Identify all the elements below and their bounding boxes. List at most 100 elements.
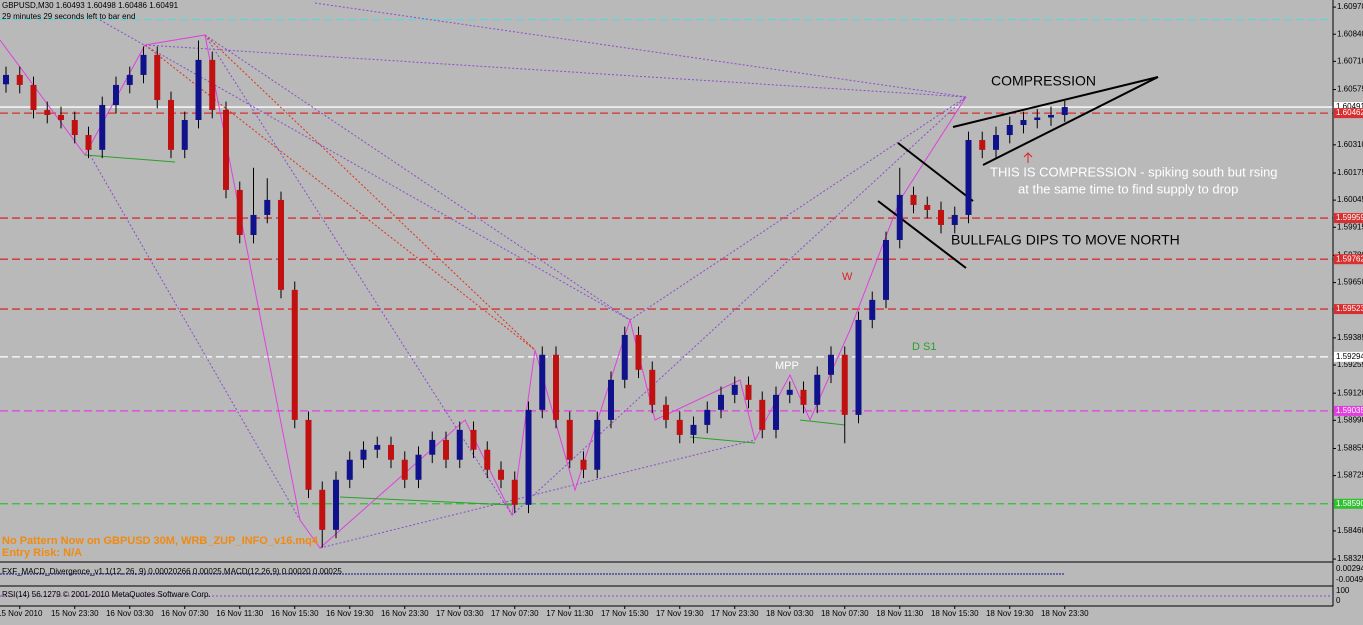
header: GBPUSD,M30 1.60493 1.60498 1.60486 1.604… bbox=[2, 1, 179, 10]
candle-body bbox=[360, 449, 367, 460]
candle-body bbox=[525, 409, 532, 505]
candle-body bbox=[566, 419, 573, 460]
candle-body bbox=[951, 214, 958, 225]
candle-body bbox=[85, 135, 92, 150]
candle-body bbox=[250, 214, 257, 235]
candle-body bbox=[649, 369, 656, 405]
x-tick-label: 18 Nov 19:30 bbox=[986, 609, 1034, 618]
x-tick-label: 18 Nov 11:30 bbox=[876, 609, 924, 618]
y-tick-label: 1.60575 bbox=[1337, 85, 1363, 94]
candle-body bbox=[553, 354, 559, 420]
rsi-tick: 100 bbox=[1336, 586, 1350, 595]
x-tick-label: 18 Nov 23:30 bbox=[1041, 609, 1089, 618]
candle-body bbox=[429, 439, 436, 455]
candle-body bbox=[635, 334, 642, 370]
y-tick-label: 1.59255 bbox=[1337, 360, 1363, 369]
level-label: 1.58590 bbox=[1336, 499, 1363, 508]
candle-body bbox=[126, 74, 133, 85]
candle-body bbox=[209, 59, 216, 110]
x-tick-label: 17 Nov 11:30 bbox=[546, 609, 594, 618]
level-label: 1.59294 bbox=[1336, 352, 1363, 361]
y-tick-label: 1.58990 bbox=[1337, 415, 1363, 424]
x-tick-label: 16 Nov 07:30 bbox=[161, 609, 209, 618]
candle-body bbox=[621, 334, 628, 380]
level-label: 1.60491 bbox=[1336, 102, 1363, 111]
y-tick-label: 1.60970 bbox=[1337, 2, 1363, 11]
candle-body bbox=[800, 389, 807, 405]
candle-body bbox=[773, 394, 779, 430]
macd-tick: 0.00294 bbox=[1336, 564, 1363, 573]
y-tick-label: 1.60175 bbox=[1337, 168, 1363, 177]
candle-body bbox=[938, 209, 944, 225]
candle-body bbox=[718, 394, 724, 410]
candle-body bbox=[415, 454, 422, 480]
x-tick-label: 16 Nov 03:30 bbox=[106, 609, 154, 618]
timer: 29 minutes 29 seconds left to bar end bbox=[2, 12, 135, 21]
candle-body bbox=[44, 109, 51, 115]
x-tick-label: 18 Nov 15:30 bbox=[931, 609, 979, 618]
candle-body bbox=[498, 469, 504, 480]
candle-body bbox=[291, 289, 298, 420]
candle-body bbox=[580, 459, 587, 470]
candle-body bbox=[305, 419, 312, 490]
candle-body bbox=[786, 389, 793, 395]
candle-body bbox=[608, 379, 614, 420]
candle-body bbox=[71, 119, 78, 136]
y-tick-label: 1.59120 bbox=[1337, 388, 1363, 397]
annotation: W bbox=[842, 271, 853, 283]
candle-body bbox=[374, 444, 381, 450]
candle-body bbox=[814, 374, 821, 405]
annotation: at the same time to find supply to drop bbox=[1018, 181, 1238, 196]
candle-body bbox=[993, 135, 999, 150]
candle-body bbox=[58, 114, 64, 120]
x-tick-label: 17 Nov 23:30 bbox=[711, 609, 759, 618]
candle-body bbox=[470, 429, 477, 450]
candle-body bbox=[456, 429, 463, 460]
candle-body bbox=[140, 54, 147, 75]
candle-body bbox=[731, 384, 738, 395]
level-label: 1.59523 bbox=[1336, 304, 1363, 313]
y-tick-label: 1.60045 bbox=[1337, 195, 1363, 204]
x-tick-label: 18 Nov 03:30 bbox=[766, 609, 814, 618]
candle-body bbox=[896, 194, 903, 240]
y-tick-label: 1.58725 bbox=[1337, 471, 1363, 480]
candle-body bbox=[264, 199, 271, 215]
x-tick-label: 16 Nov 23:30 bbox=[381, 609, 429, 618]
candle-body bbox=[181, 119, 188, 150]
x-tick-label: 17 Nov 19:30 bbox=[656, 609, 704, 618]
level-label: 1.60462 bbox=[1336, 108, 1363, 117]
candle-body bbox=[855, 319, 862, 415]
candle-body bbox=[484, 449, 491, 470]
candle-body bbox=[594, 419, 601, 470]
y-tick-label: 1.58855 bbox=[1337, 444, 1363, 453]
annotation: THIS IS COMPRESSION - spiking south but … bbox=[990, 164, 1278, 179]
candle-body bbox=[690, 424, 697, 435]
candle-body bbox=[745, 384, 752, 400]
candle-body bbox=[346, 459, 353, 480]
x-tick-label: 17 Nov 03:30 bbox=[436, 609, 484, 618]
candle-body bbox=[883, 239, 889, 300]
candle-body bbox=[154, 54, 161, 100]
y-tick-label: 1.59915 bbox=[1337, 222, 1363, 231]
y-tick-label: 1.60710 bbox=[1337, 56, 1363, 65]
x-tick-label: 17 Nov 15:30 bbox=[601, 609, 649, 618]
candle-body bbox=[30, 84, 37, 110]
candle-body bbox=[99, 104, 106, 150]
level-tag bbox=[1334, 405, 1363, 416]
candle-body bbox=[278, 199, 284, 290]
x-tick-label: 16 Nov 15:30 bbox=[271, 609, 319, 618]
x-tick-label: 18 Nov 07:30 bbox=[821, 609, 869, 618]
x-tick-label: 15 Nov 23:30 bbox=[51, 609, 99, 618]
candle-body bbox=[319, 489, 326, 530]
candle-body bbox=[1006, 125, 1013, 136]
y-tick-label: 1.58325 bbox=[1337, 554, 1363, 563]
candle-body bbox=[924, 204, 931, 210]
macd-label: FXF_MACD_Divergence_v1.1(12, 26, 9) 0.00… bbox=[2, 567, 342, 576]
candle-body bbox=[388, 444, 394, 460]
candle-body bbox=[910, 194, 917, 205]
candle-body bbox=[195, 59, 202, 120]
candle-body bbox=[828, 354, 834, 375]
candle-body bbox=[841, 354, 848, 415]
x-tick-label: 17 Nov 07:30 bbox=[491, 609, 539, 618]
